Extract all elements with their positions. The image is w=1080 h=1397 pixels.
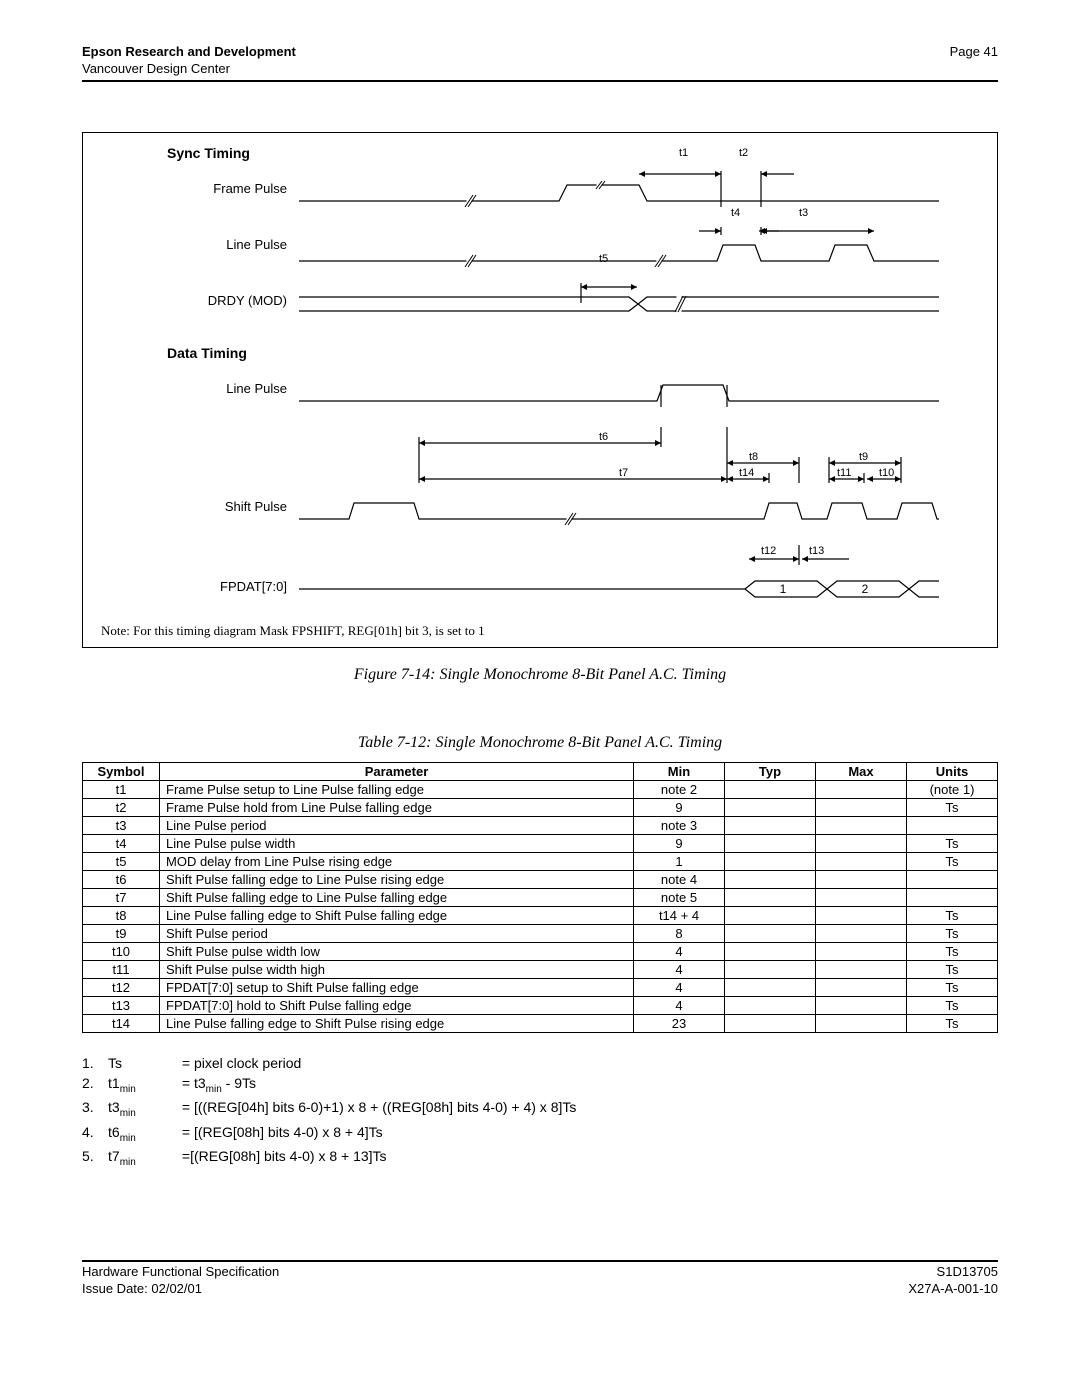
header-org: Epson Research and Development	[82, 44, 296, 59]
page-header: Epson Research and Development Vancouver…	[82, 44, 998, 82]
page-footer: Hardware Functional Specification Issue …	[82, 1260, 998, 1298]
table-row: t3Line Pulse periodnote 3	[83, 816, 998, 834]
figure-caption: Figure 7-14: Single Monochrome 8-Bit Pan…	[82, 666, 998, 684]
line-pulse-sync-wave: t4 t3 t5	[299, 227, 983, 263]
table-row: t7Shift Pulse falling edge to Line Pulse…	[83, 888, 998, 906]
table-row: t14Line Pulse falling edge to Shift Puls…	[83, 1014, 998, 1032]
table-row: t5MOD delay from Line Pulse rising edge1…	[83, 852, 998, 870]
drdy-wave	[299, 283, 983, 319]
dim-t9: t9	[859, 451, 868, 463]
frame-pulse-label: Frame Pulse	[97, 181, 299, 196]
footer-right-1: S1D13705	[937, 1264, 998, 1279]
shift-pulse-label: Shift Pulse	[97, 499, 299, 514]
th-min: Min	[634, 762, 725, 780]
notes-block: 1.Ts = pixel clock period2.t1min = t3min…	[82, 1053, 998, 1170]
footer-left-1: Hardware Functional Specification	[82, 1264, 279, 1279]
dim-t7: t7	[619, 467, 628, 479]
table-row: t13FPDAT[7:0] hold to Shift Pulse fallin…	[83, 996, 998, 1014]
footer-left-2: Issue Date: 02/02/01	[82, 1281, 202, 1296]
data-timing-head: Data Timing	[167, 345, 983, 361]
line-pulse-data-wave	[299, 371, 983, 407]
table-row: t4Line Pulse pulse width9Ts	[83, 834, 998, 852]
table-caption: Table 7-12: Single Monochrome 8-Bit Pane…	[82, 734, 998, 752]
dim-t11: t11	[837, 467, 851, 479]
th-max: Max	[816, 762, 907, 780]
fpdat-wave: 1 2	[299, 569, 983, 605]
th-parameter: Parameter	[160, 762, 634, 780]
diagram-note: Note: For this timing diagram Mask FPSHI…	[101, 623, 983, 639]
dim-t2: t2	[739, 147, 748, 159]
dim-t10: t10	[879, 467, 894, 479]
table-row: t11Shift Pulse pulse width high4Ts	[83, 960, 998, 978]
bus-val-1: 1	[780, 582, 787, 596]
table-row: t8Line Pulse falling edge to Shift Pulse…	[83, 906, 998, 924]
fpdat-dims: t12 t13	[299, 545, 983, 565]
table-row: t2Frame Pulse hold from Line Pulse falli…	[83, 798, 998, 816]
table-row: t12FPDAT[7:0] setup to Shift Pulse falli…	[83, 978, 998, 996]
table-row: t1Frame Pulse setup to Line Pulse fallin…	[83, 780, 998, 798]
th-units: Units	[907, 762, 998, 780]
dim-t4: t4	[731, 207, 740, 219]
fpdat-label: FPDAT[7:0]	[97, 579, 299, 594]
dim-t12: t12	[761, 545, 776, 557]
note-line: 4.t6min = [(REG[08h] bits 4-0) x 8 + 4]T…	[82, 1122, 998, 1146]
page-number: Page 41	[950, 44, 998, 61]
note-line: 3.t3min = [((REG[04h] bits 6-0)+1) x 8 +…	[82, 1097, 998, 1121]
line-pulse-data-label: Line Pulse	[97, 381, 299, 396]
table-row: t6Shift Pulse falling edge to Line Pulse…	[83, 870, 998, 888]
note-line: 2.t1min = t3min - 9Ts	[82, 1073, 998, 1097]
note-line: 5.t7min =[(REG[08h] bits 4-0) x 8 + 13]T…	[82, 1146, 998, 1170]
th-symbol: Symbol	[83, 762, 160, 780]
dim-t1: t1	[679, 147, 688, 159]
dim-t13: t13	[809, 545, 824, 557]
table-row: t9Shift Pulse period8Ts	[83, 924, 998, 942]
shift-pulse-wave	[299, 489, 983, 525]
frame-pulse-wave: t1 t2	[299, 171, 983, 207]
sync-timing-head: Sync Timing	[167, 145, 983, 161]
timing-table: Symbol Parameter Min Typ Max Units t1Fra…	[82, 762, 998, 1033]
th-typ: Typ	[725, 762, 816, 780]
timing-diagram-panel: Sync Timing Frame Pulse t1 t2	[82, 132, 998, 648]
dim-t3: t3	[799, 207, 808, 219]
data-dims: t6 t8 t9 t7 t14 t11 t10	[299, 427, 983, 483]
drdy-label: DRDY (MOD)	[97, 293, 299, 308]
footer-right-2: X27A-A-001-10	[908, 1281, 998, 1296]
dim-t8: t8	[749, 451, 758, 463]
table-row: t10Shift Pulse pulse width low4Ts	[83, 942, 998, 960]
dim-t5: t5	[599, 253, 608, 265]
header-sub: Vancouver Design Center	[82, 61, 230, 76]
bus-val-2: 2	[862, 582, 869, 596]
note-line: 1.Ts = pixel clock period	[82, 1053, 998, 1073]
line-pulse-sync-label: Line Pulse	[97, 237, 299, 252]
dim-t6: t6	[599, 431, 608, 443]
dim-t14: t14	[739, 467, 754, 479]
